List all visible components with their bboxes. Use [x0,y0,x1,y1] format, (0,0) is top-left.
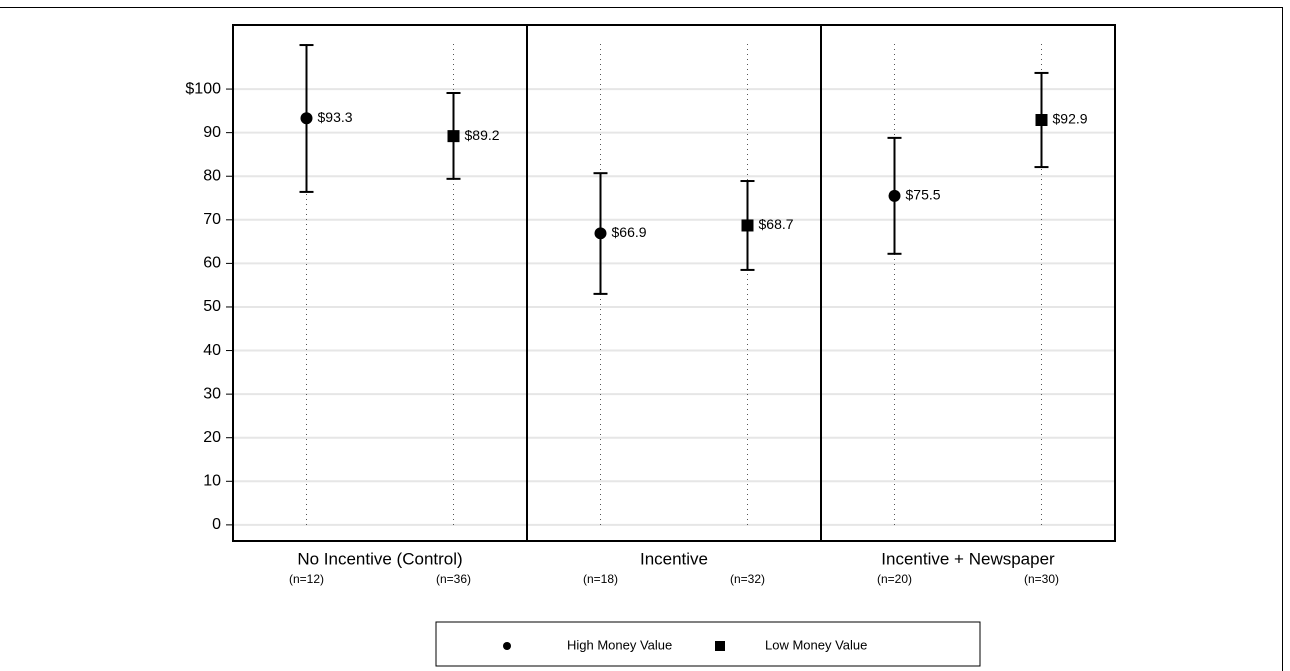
data-label: $75.5 [906,187,941,203]
plot-border [232,24,1116,542]
data-label: $89.2 [465,127,500,143]
point [888,189,901,202]
y-tick-label: 60 [203,255,221,272]
y-tick-label: 10 [203,473,221,490]
y-tick-label: 80 [203,167,221,184]
y-tick-label: 30 [203,385,221,402]
legend-label: High Money Value [567,637,672,652]
point [594,227,607,240]
grid [233,44,1115,528]
n-label: (n=32) [730,572,765,586]
n-label: (n=36) [436,572,471,586]
data-label: $66.9 [612,224,647,240]
y-tick-label: 90 [203,124,221,141]
data-label: $68.7 [759,216,794,232]
legend-marker [503,642,511,650]
y-tick-label: 20 [203,429,221,446]
n-label: (n=18) [583,572,618,586]
y-tick-label: $100 [185,80,221,97]
y-tick-label: 40 [203,342,221,359]
point [300,112,313,125]
n-label: (n=20) [877,572,912,586]
n-label: (n=12) [289,572,324,586]
legend-label: Low Money Value [765,637,867,652]
point [447,130,460,143]
point [741,219,754,232]
point [1035,114,1048,127]
plot: $93.3 $89.2 $66.9 $68.7 $75.5 $92.9 [299,44,1088,295]
data-label: $93.3 [318,109,353,125]
legend-marker [715,641,725,651]
category-label: Incentive [640,549,708,568]
n-label: (n=30) [1024,572,1059,586]
data-label: $92.9 [1053,111,1088,127]
frame [0,7,1283,671]
y-tick-label: 50 [203,298,221,315]
y-tick-label: 70 [203,211,221,228]
legend [435,621,981,667]
category-label: Incentive + Newspaper [881,549,1055,568]
category-label: No Incentive (Control) [297,549,462,568]
y-tick-label: 0 [212,516,221,533]
